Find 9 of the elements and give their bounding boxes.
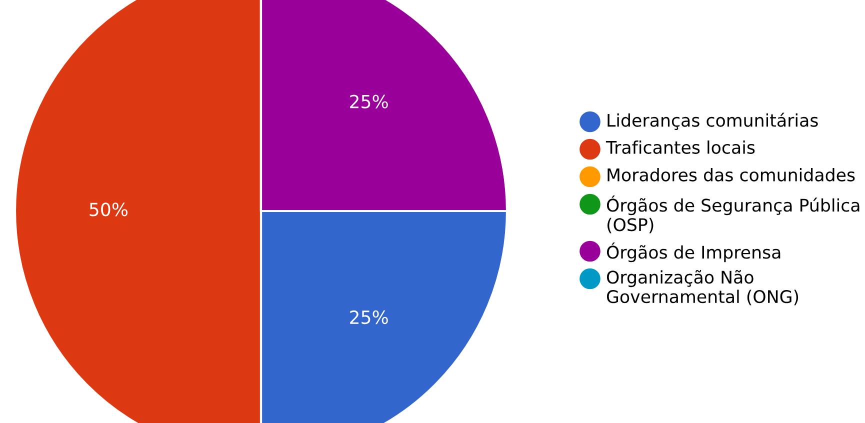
legend-label: Traficantes locais	[606, 140, 755, 154]
data-label: 25%	[350, 310, 388, 324]
data-label: 50%	[90, 202, 128, 216]
legend-label: Moradores das comunidades	[608, 168, 855, 182]
legend-label: Órgãos de Segurança Pública (OSP)	[606, 196, 860, 234]
data-label: 25%	[350, 94, 388, 108]
legend-label: Órgãos de Imprensa	[606, 242, 780, 262]
legend-label: Lideranças comunitárias	[608, 112, 818, 130]
legend-label: Organização Não Governamental (ONG)	[606, 270, 798, 306]
